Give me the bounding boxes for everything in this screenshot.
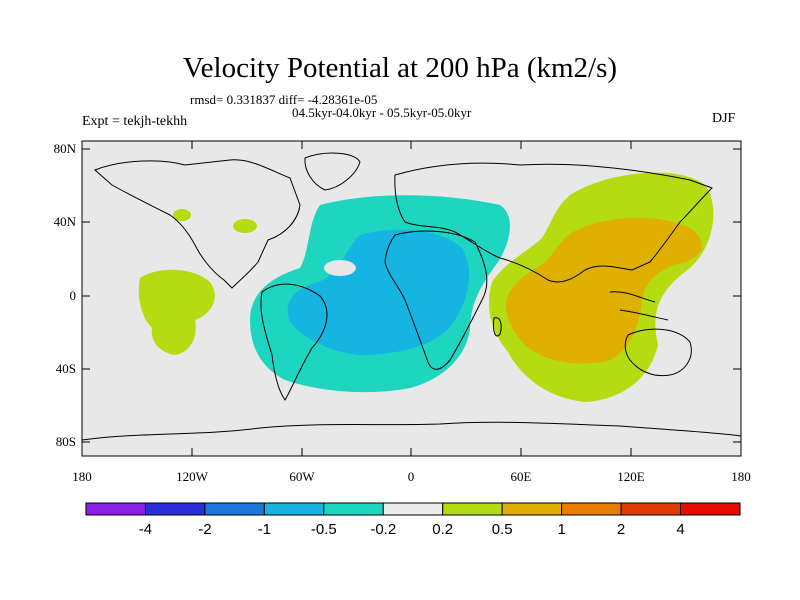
- chart-title: Velocity Potential at 200 hPa (km2/s): [182, 52, 618, 84]
- lon-label-180e: 180: [731, 469, 751, 484]
- colorbar-box: [382, 502, 444, 516]
- lon-label-60w: 60W: [289, 469, 315, 484]
- colorbar-box: [680, 502, 741, 516]
- season-label: DJF: [712, 111, 736, 126]
- lat-label-80s: 80S: [56, 434, 76, 449]
- positive-anomaly-core: [506, 217, 702, 364]
- colorbar-box: [501, 502, 563, 516]
- lon-label-120e: 120E: [617, 469, 645, 484]
- colorbar-label: 0.5: [492, 521, 513, 538]
- longitude-axis: [191, 141, 632, 456]
- colorbar-box: [561, 502, 622, 516]
- coastlines: [81, 152, 742, 441]
- experiment-label: Expt = tekjh-tekhh: [82, 114, 188, 129]
- colorbar-box: [620, 502, 682, 516]
- australia-coast: [624, 328, 692, 377]
- lat-label-40s: 40S: [56, 361, 76, 376]
- eurasia-coast: [394, 162, 713, 283]
- period-comparison: 04.5kyr-04.0kyr - 05.5kyr-05.0kyr: [292, 105, 472, 120]
- colorbar-label: -0.2: [370, 521, 396, 538]
- colorbar-box: [85, 502, 146, 516]
- lat-label-80n: 80N: [54, 141, 77, 156]
- colorbar-label: 1: [557, 521, 565, 538]
- colorbar-box: [442, 502, 503, 516]
- colorbar-label: 4: [676, 521, 684, 538]
- colorbar-label: 0.2: [432, 521, 453, 538]
- lon-label-60e: 60E: [511, 469, 532, 484]
- colorbar-label: -1: [258, 521, 271, 538]
- lon-label-120w: 120W: [176, 469, 209, 484]
- colorbar-box: [323, 502, 384, 516]
- colorbar-label: -4: [139, 521, 152, 538]
- north-pacific-positive-blob: [173, 209, 191, 221]
- colorbar-label: -0.5: [311, 521, 337, 538]
- colorbar-box: [204, 502, 265, 516]
- lon-label-0: 0: [408, 469, 415, 484]
- north-america-positive-blob: [233, 219, 257, 233]
- colorbar: [85, 502, 741, 516]
- africa-coast: [384, 230, 488, 370]
- colorbar-label: -2: [198, 521, 211, 538]
- south-america-coast: [260, 283, 328, 401]
- colorbar-labels: -4 -2 -1 -0.5 -0.2 0.2 0.5 1 2 4: [139, 521, 685, 538]
- negative-anomaly-core: [287, 229, 470, 355]
- maritime-continent-coast: [609, 291, 669, 321]
- north-america-coast: [94, 159, 301, 289]
- neutral-patch: [324, 260, 356, 276]
- antarctica-coast: [81, 421, 742, 441]
- madagascar-coast: [493, 317, 502, 337]
- lat-label-40n: 40N: [54, 214, 77, 229]
- rmsd-diff-stats: rmsd= 0.331837 diff= -4.28361e-05: [190, 92, 378, 107]
- colorbar-box: [144, 502, 206, 516]
- pacific-positive-anomaly: [138, 269, 215, 355]
- map-panel: [81, 140, 742, 457]
- colorbar-box: [263, 502, 325, 516]
- lon-label-180w: 180: [72, 469, 92, 484]
- latitude-axis: [82, 148, 741, 443]
- greenland-coast: [304, 152, 361, 191]
- lat-label-0: 0: [70, 288, 77, 303]
- colorbar-label: 2: [617, 521, 625, 538]
- latitude-labels: 80N 40N 0 40S 80S: [54, 141, 77, 449]
- longitude-labels: 180 120W 60W 0 60E 120E 180: [72, 469, 751, 484]
